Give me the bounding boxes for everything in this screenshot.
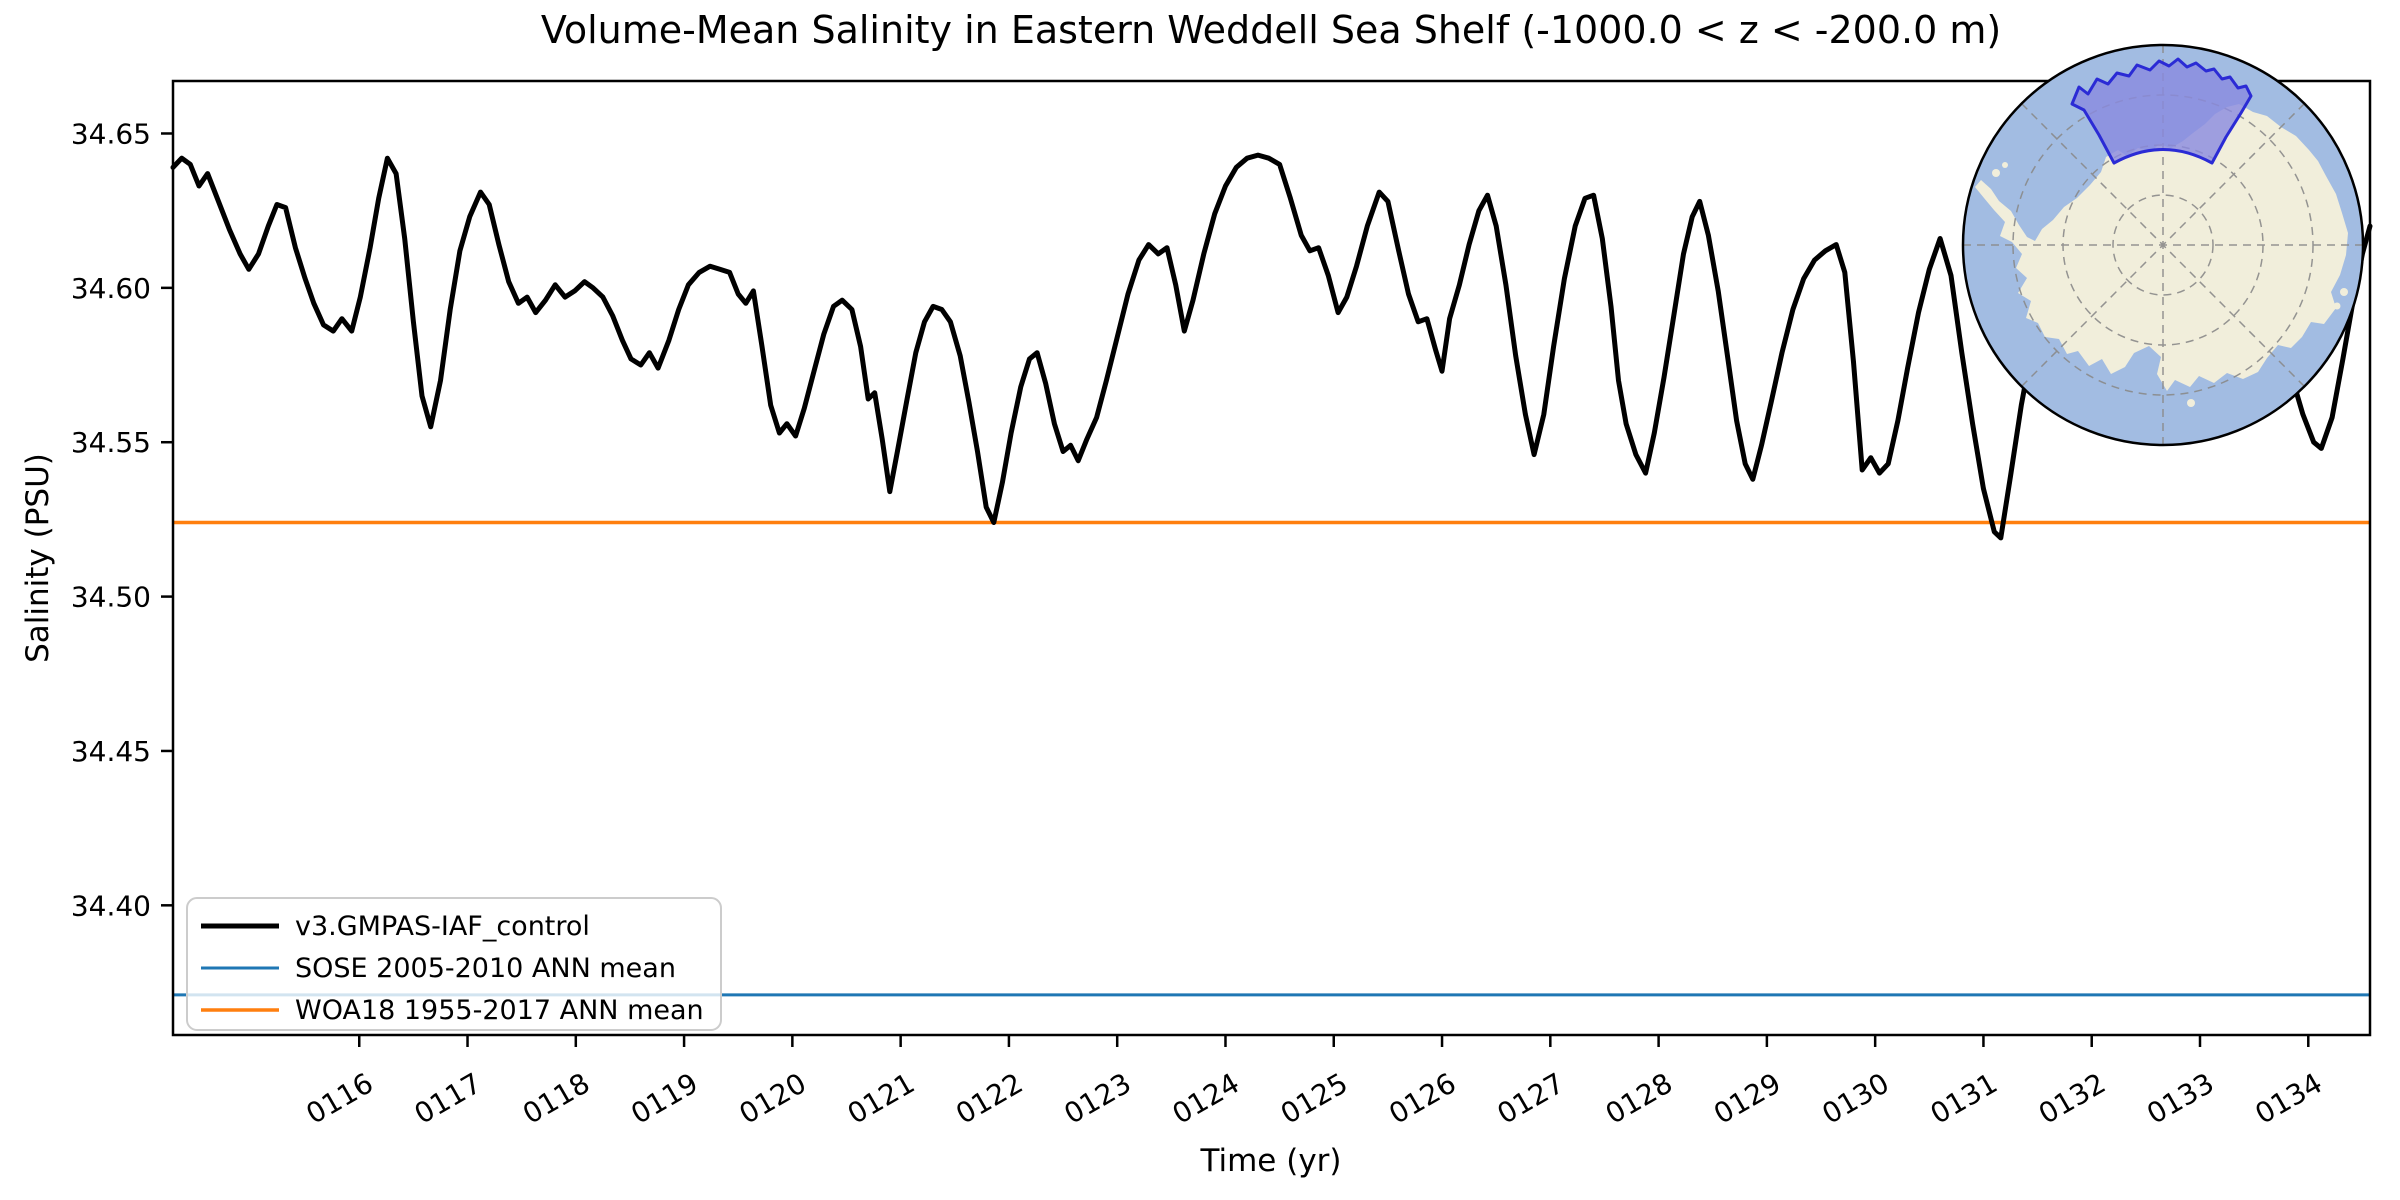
map-island <box>2187 399 2195 407</box>
x-tick-label: 0124 <box>1167 1066 1245 1130</box>
salinity-series-line <box>170 152 2373 541</box>
map-island <box>2002 162 2008 168</box>
x-tick-label: 0132 <box>2033 1066 2111 1130</box>
weddell-region-overlay <box>2070 57 2253 165</box>
y-axis-label: Salinity (PSU) <box>20 453 56 663</box>
x-tick-label: 0122 <box>950 1066 1028 1130</box>
legend: v3.GMPAS-IAF_control SOSE 2005-2010 ANN m… <box>186 897 722 1031</box>
y-tick-label: 34.50 <box>71 581 151 614</box>
map-island <box>2340 288 2348 296</box>
x-tick-label: 0116 <box>301 1066 379 1130</box>
chart-title: Volume-Mean Salinity in Eastern Weddell … <box>540 8 2002 52</box>
y-tick-label: 34.45 <box>71 735 151 768</box>
legend-box <box>186 897 722 1031</box>
y-tick-label: 34.55 <box>71 426 151 459</box>
x-tick-label: 0119 <box>625 1066 703 1130</box>
x-tick-label: 0121 <box>842 1066 920 1130</box>
antarctica-inset-map <box>1961 43 2365 447</box>
x-tick-label: 0130 <box>1816 1066 1894 1130</box>
x-tick-label: 0123 <box>1058 1066 1136 1130</box>
y-tick-label: 34.40 <box>71 889 151 922</box>
x-axis-label: Time (yr) <box>1200 1143 1342 1179</box>
x-tick-label: 0127 <box>1492 1066 1570 1130</box>
x-tick-label: 0131 <box>1925 1066 2003 1130</box>
axes-frame <box>171 79 2372 1037</box>
y-tick-label: 34.60 <box>71 272 151 305</box>
map-island <box>1992 169 2000 177</box>
x-tick-label: 0118 <box>517 1066 595 1130</box>
x-tick-label: 0125 <box>1275 1066 1353 1130</box>
x-tick-label: 0117 <box>409 1066 487 1130</box>
map-boundary <box>1961 43 2365 447</box>
legend-label: v3.GMPAS-IAF_control <box>295 911 590 942</box>
x-tick-label: 0134 <box>2250 1066 2328 1130</box>
map-island <box>2333 302 2341 310</box>
y-tick-label: 34.65 <box>71 117 151 150</box>
x-tick-label: 0128 <box>1600 1066 1678 1130</box>
x-tick-label: 0120 <box>734 1066 812 1130</box>
legend-label: WOA18 1955-2017 ANN mean <box>295 995 704 1026</box>
legend-label: SOSE 2005-2010 ANN mean <box>295 953 676 984</box>
x-tick-label: 0133 <box>2141 1066 2219 1130</box>
x-tick-label: 0129 <box>1708 1066 1786 1130</box>
x-tick-label: 0126 <box>1383 1066 1461 1130</box>
